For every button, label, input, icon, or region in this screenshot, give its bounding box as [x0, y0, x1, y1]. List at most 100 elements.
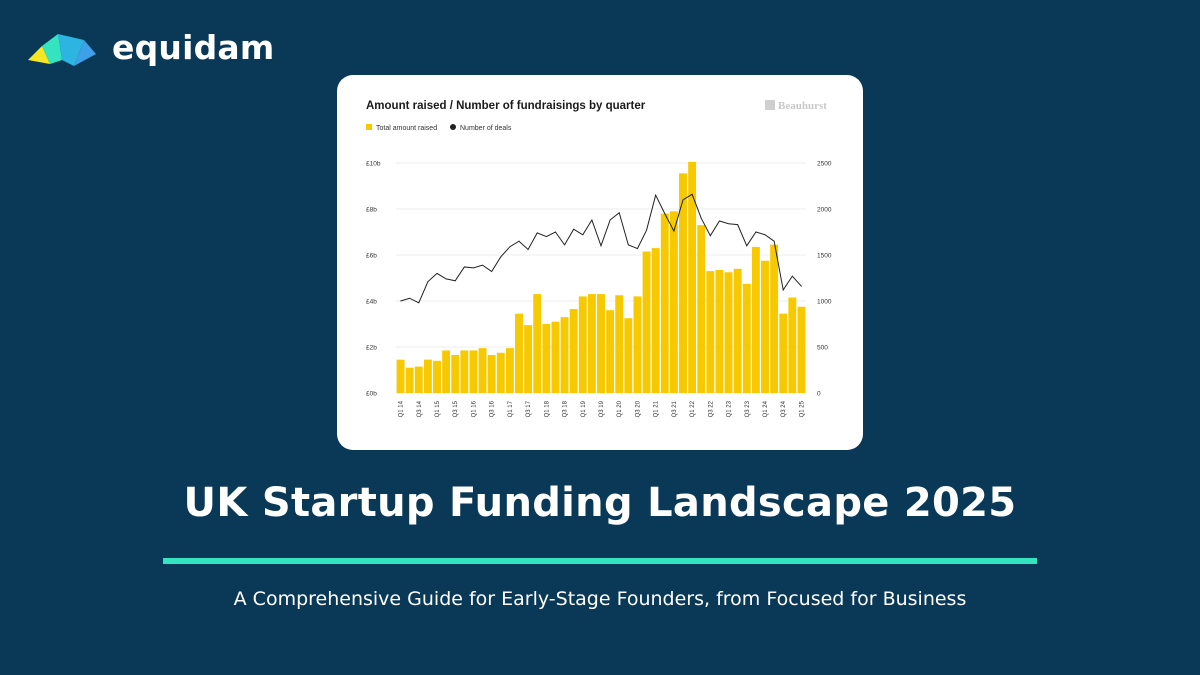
bar-q1-18: [542, 324, 551, 393]
deals-point: [436, 273, 438, 274]
deals-point: [400, 300, 401, 302]
deals-point: [719, 220, 720, 222]
deals-point: [545, 236, 547, 238]
deals-point: [500, 256, 502, 258]
deals-point: [518, 240, 520, 242]
deals-point: [564, 244, 565, 246]
x-tick-label: Q3 23: [745, 400, 751, 417]
bar-q1-22: [688, 161, 697, 393]
bar-q4-18: [569, 309, 578, 393]
bar-q1-15: [433, 360, 441, 393]
source-logo: Beauhurst: [765, 100, 827, 112]
deals-point: [582, 234, 584, 236]
deals-point: [801, 285, 802, 287]
deals-point: [673, 230, 675, 232]
deals-point: [454, 280, 456, 282]
bar-q1-17: [505, 348, 514, 393]
x-tick-label: Q1 22: [690, 400, 696, 417]
x-tick-label: Q3 17: [526, 400, 532, 417]
deals-point: [746, 245, 748, 247]
bar-q1-20: [615, 295, 624, 393]
legend-label-deals: Number of deals: [460, 125, 512, 132]
y-left-tick-label: £6b: [366, 253, 377, 260]
deals-point: [527, 249, 529, 250]
bar-q4-20: [642, 251, 651, 393]
source-label: Beauhurst: [778, 100, 827, 112]
x-tick-label: Q1 16: [471, 400, 477, 417]
bar-q2-14: [405, 367, 414, 393]
deals-point: [646, 229, 647, 231]
deals-point: [445, 278, 447, 280]
chart-legend: Total amount raised Number of deals: [366, 124, 512, 132]
bar-q3-21: [669, 211, 678, 393]
bar-q2-17: [515, 313, 523, 393]
chart-card: Amount raised / Number of fundraisings b…: [337, 75, 863, 450]
deals-point: [737, 224, 739, 226]
page-subtitle: A Comprehensive Guide for Early-Stage Fo…: [233, 588, 967, 610]
legend-swatch-deals: [450, 124, 456, 130]
bar-q1-16: [469, 350, 478, 393]
x-tick-label: Q1 25: [799, 400, 805, 417]
equidam-logo-icon: [28, 34, 96, 66]
title-divider: [163, 558, 1037, 564]
deals-point: [709, 235, 711, 237]
deals-point: [773, 240, 775, 242]
bar-q2-20: [624, 318, 633, 393]
x-tick-label: Q3 19: [599, 400, 605, 417]
bar-q3-17: [524, 325, 533, 393]
deals-point: [409, 297, 411, 299]
deals-point: [791, 275, 793, 277]
source-logo-icon: [765, 100, 775, 110]
bar-q3-16: [487, 355, 496, 393]
deals-point: [700, 217, 702, 219]
bar-q2-23: [733, 268, 742, 393]
deals-point: [536, 232, 538, 234]
deals-point: [637, 248, 638, 249]
y-right-tick-label: 2500: [817, 161, 832, 168]
deals-point: [682, 199, 684, 201]
y-left-tick-label: £8b: [366, 207, 377, 214]
bar-q1-19: [578, 296, 587, 393]
deals-point: [427, 281, 429, 283]
bar-q4-19: [606, 310, 615, 393]
y-left-tick-label: £4b: [366, 299, 377, 306]
deals-point: [764, 234, 766, 236]
deals-point: [755, 231, 757, 233]
chart-title: Amount raised / Number of fundraisings b…: [366, 100, 646, 112]
deals-point: [482, 264, 483, 266]
y-right-tick-label: 1500: [817, 253, 832, 260]
x-tick-label: Q3 18: [563, 400, 569, 417]
y-left-tick-label: £2b: [366, 345, 377, 352]
brand-logo: equidam: [26, 24, 275, 70]
y-left-tick-label: £0b: [366, 391, 377, 398]
x-tick-label: Q1 20: [617, 400, 623, 417]
bar-q4-24: [788, 297, 797, 393]
x-tick-label: Q3 24: [781, 400, 787, 417]
bar-q3-24: [779, 313, 788, 393]
deals-point: [509, 246, 511, 248]
x-tick-label: Q3 21: [672, 400, 678, 417]
x-tick-label: Q3 14: [417, 400, 423, 417]
legend-swatch-amount: [366, 124, 372, 130]
bar-q2-16: [478, 348, 487, 393]
bar-q4-16: [496, 352, 505, 393]
x-tick-label: Q1 15: [435, 400, 441, 417]
x-tick-label: Q3 15: [453, 400, 459, 417]
bar-q2-22: [697, 225, 706, 393]
deals-point: [591, 219, 593, 221]
x-tick-label: Q1 23: [727, 400, 733, 417]
bar-q3-15: [451, 355, 460, 393]
x-tick-label: Q1 14: [399, 400, 405, 417]
x-tick-label: Q1 17: [508, 400, 514, 417]
bar-q2-18: [551, 321, 560, 393]
deals-point: [655, 194, 657, 196]
bar-q2-21: [660, 213, 669, 393]
deals-point: [473, 267, 474, 269]
bar-q4-15: [460, 350, 469, 393]
deals-point: [691, 193, 693, 195]
x-tick-label: Q1 21: [654, 400, 660, 417]
x-tick-label: Q1 24: [763, 400, 769, 417]
deals-point: [555, 231, 556, 233]
bar-q1-21: [651, 248, 660, 393]
bar-q3-14: [414, 366, 423, 393]
